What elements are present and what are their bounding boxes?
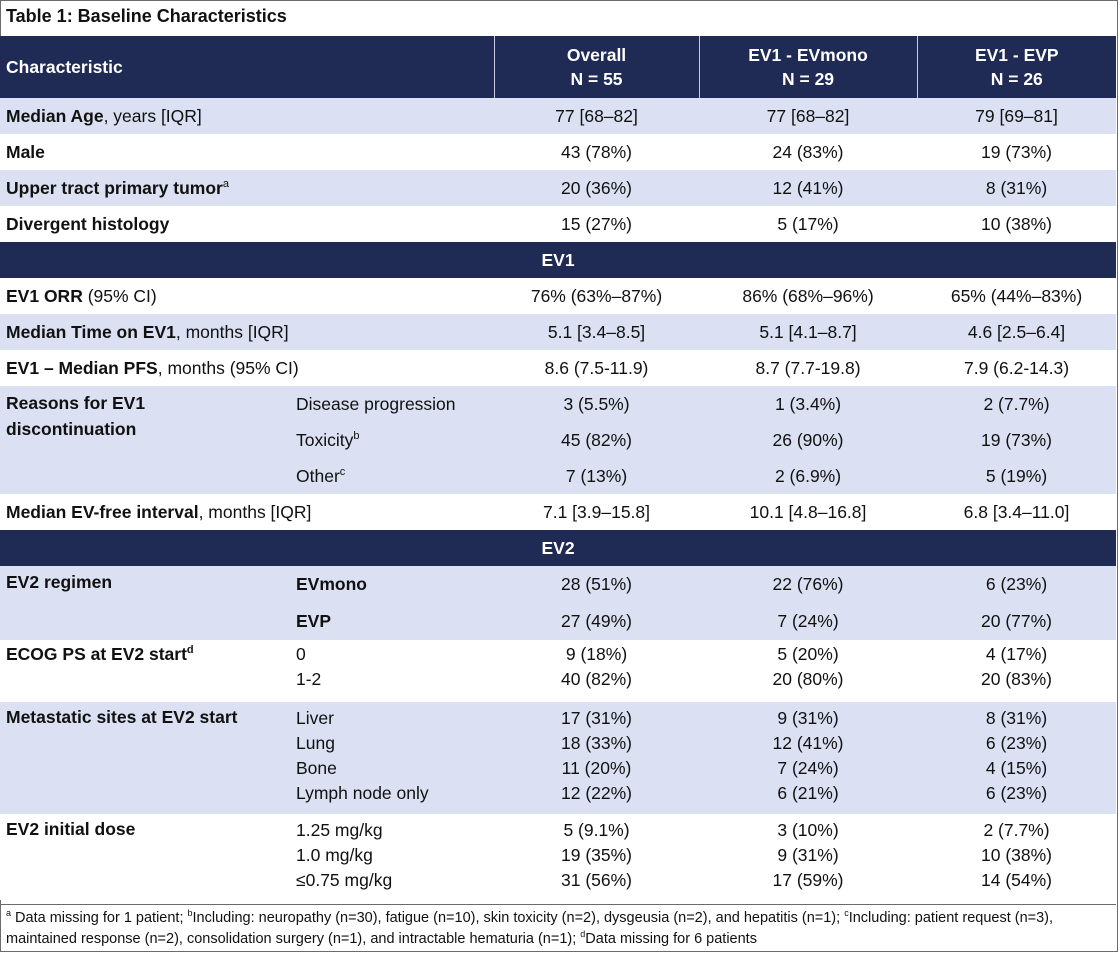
cell-evp: 8 (31%) 6 (23%) 4 (15%) 6 (23%) bbox=[917, 702, 1117, 814]
row-label-dose: EV2 initial dose bbox=[0, 814, 290, 900]
cell-overall: 17 (31%) 18 (33%) 11 (20%) 12 (22%) bbox=[494, 702, 700, 814]
cell-evp: 19 (73%) bbox=[917, 134, 1117, 170]
cell-evp: 79 [69–81] bbox=[917, 98, 1117, 134]
sub-label-stack: Liver Lung Bone Lymph node only bbox=[290, 702, 495, 814]
cell-evmono: 77 [68–82] bbox=[699, 98, 918, 134]
sub-label: EVmono bbox=[290, 566, 495, 603]
cell-evp: 7.9 (6.2-14.3) bbox=[917, 350, 1117, 386]
row-label-regimen: EV2 regimen bbox=[0, 566, 290, 640]
cell-evmono: 12 (41%) bbox=[699, 170, 918, 206]
row-label-reasons: Reasons for EV1 discontinuation bbox=[0, 386, 290, 494]
cell-overall: 9 (18%) 40 (82%) bbox=[494, 640, 700, 702]
table-row: Divergent histology 15 (27%) 5 (17%) 10 … bbox=[0, 206, 1117, 242]
cell-evmono: 22 (76%) bbox=[699, 566, 918, 603]
cell-evmono: 2 (6.9%) bbox=[699, 458, 918, 494]
table-row: Median EV-free interval, months [IQR] 7.… bbox=[0, 494, 1117, 530]
cell-overall: 8.6 (7.5-11.9) bbox=[494, 350, 700, 386]
cell-evp: 4 (17%) 20 (83%) bbox=[917, 640, 1117, 702]
row-label: Median Age, years [IQR] bbox=[0, 98, 495, 134]
sub-label-stack: 1.25 mg/kg 1.0 mg/kg ≤0.75 mg/kg bbox=[290, 814, 495, 900]
cell-evp: 20 (77%) bbox=[917, 603, 1117, 640]
table-footnote: a Data missing for 1 patient; bIncluding… bbox=[0, 904, 1116, 952]
row-label: Male bbox=[0, 134, 495, 170]
row-label: Median Time on EV1, months [IQR] bbox=[0, 314, 495, 350]
cell-overall: 45 (82%) bbox=[494, 422, 700, 458]
cell-evp: 6 (23%) bbox=[917, 566, 1117, 603]
row-label: Upper tract primary tumora bbox=[0, 170, 495, 206]
cell-overall: 27 (49%) bbox=[494, 603, 700, 640]
cell-overall: 28 (51%) bbox=[494, 566, 700, 603]
cell-evmono: 10.1 [4.8–16.8] bbox=[699, 494, 918, 530]
row-label: EV1 ORR (95% CI) bbox=[0, 278, 495, 314]
cell-evmono: 86% (68%–96%) bbox=[699, 278, 918, 314]
row-label: Median EV-free interval, months [IQR] bbox=[0, 494, 495, 530]
row-label: Divergent histology bbox=[0, 206, 495, 242]
cell-evp: 19 (73%) bbox=[917, 422, 1117, 458]
cell-evp: 2 (7.7%) 10 (38%) 14 (54%) bbox=[917, 814, 1117, 900]
cell-overall: 5 (9.1%) 19 (35%) 31 (56%) bbox=[494, 814, 700, 900]
table-row: Male 43 (78%) 24 (83%) 19 (73%) bbox=[0, 134, 1117, 170]
section-ev1: EV1 bbox=[0, 242, 1117, 278]
cell-overall: 3 (5.5%) bbox=[494, 386, 700, 422]
cell-overall: 76% (63%–87%) bbox=[494, 278, 700, 314]
cell-evp: 8 (31%) bbox=[917, 170, 1117, 206]
cell-overall: 43 (78%) bbox=[494, 134, 700, 170]
table-row: ECOG PS at EV2 startd 0 1-2 9 (18%) 40 (82… bbox=[0, 640, 1117, 702]
cell-overall: 5.1 [3.4–8.5] bbox=[494, 314, 700, 350]
cell-evmono: 8.7 (7.7-19.8) bbox=[699, 350, 918, 386]
section-ev2: EV2 bbox=[0, 530, 1117, 566]
table-row: Toxicityb 45 (82%) 26 (90%) 19 (73%) bbox=[0, 422, 1117, 458]
cell-evp: 10 (38%) bbox=[917, 206, 1117, 242]
cell-evp: 6.8 [3.4–11.0] bbox=[917, 494, 1117, 530]
cell-overall: 20 (36%) bbox=[494, 170, 700, 206]
table-row: EV2 regimen EVmono 28 (51%) 22 (76%) 6 (… bbox=[0, 566, 1117, 640]
cell-evmono: 9 (31%) 12 (41%) 7 (24%) 6 (21%) bbox=[699, 702, 918, 814]
table-title: Table 1: Baseline Characteristics bbox=[6, 6, 287, 26]
sub-label: EVP bbox=[290, 603, 495, 640]
header-characteristic: Characteristic bbox=[0, 36, 495, 98]
cell-evmono: 5 (20%) 20 (80%) bbox=[699, 640, 918, 702]
cell-evp: 65% (44%–83%) bbox=[917, 278, 1117, 314]
header-evp: EV1 - EVP N = 26 bbox=[917, 36, 1117, 98]
baseline-table: Characteristic Overall N = 55 EV1 - EVmon… bbox=[0, 36, 1117, 900]
cell-evp: 4.6 [2.5–6.4] bbox=[917, 314, 1117, 350]
cell-evmono: 3 (10%) 9 (31%) 17 (59%) bbox=[699, 814, 918, 900]
cell-overall: 77 [68–82] bbox=[494, 98, 700, 134]
table-row: Upper tract primary tumora 20 (36%) 12 (… bbox=[0, 170, 1117, 206]
cell-evp: 5 (19%) bbox=[917, 458, 1117, 494]
cell-evmono: 5.1 [4.1–8.7] bbox=[699, 314, 918, 350]
table-row: Reasons for EV1 discontinuation Disease p… bbox=[0, 386, 1117, 494]
table-row: EVP 27 (49%) 7 (24%) 20 (77%) bbox=[0, 603, 1117, 640]
table-row: EV1 – Median PFS, months (95% CI) 8.6 (7… bbox=[0, 350, 1117, 386]
table-row: EV2 initial dose 1.25 mg/kg 1.0 mg/kg ≤0.7… bbox=[0, 814, 1117, 900]
header-evmono: EV1 - EVmono N = 29 bbox=[699, 36, 918, 98]
row-label: EV1 – Median PFS, months (95% CI) bbox=[0, 350, 495, 386]
table-row: Median Time on EV1, months [IQR] 5.1 [3.… bbox=[0, 314, 1117, 350]
cell-evmono: 7 (24%) bbox=[699, 603, 918, 640]
sub-label: Toxicityb bbox=[290, 422, 495, 458]
table-row: EV1 ORR (95% CI) 76% (63%–87%) 86% (68%–… bbox=[0, 278, 1117, 314]
sub-label-stack: 0 1-2 bbox=[290, 640, 495, 702]
row-label-ecog: ECOG PS at EV2 startd bbox=[0, 640, 290, 702]
row-label-metastatic: Metastatic sites at EV2 start bbox=[0, 702, 290, 814]
table-row: Metastatic sites at EV2 start Liver Lung B… bbox=[0, 702, 1117, 814]
sub-label: Disease progression bbox=[290, 386, 495, 422]
table-row: Otherc 7 (13%) 2 (6.9%) 5 (19%) bbox=[0, 458, 1117, 494]
cell-evmono: 5 (17%) bbox=[699, 206, 918, 242]
cell-overall: 15 (27%) bbox=[494, 206, 700, 242]
cell-overall: 7 (13%) bbox=[494, 458, 700, 494]
cell-evp: 2 (7.7%) bbox=[917, 386, 1117, 422]
cell-evmono: 24 (83%) bbox=[699, 134, 918, 170]
cell-evmono: 26 (90%) bbox=[699, 422, 918, 458]
cell-evmono: 1 (3.4%) bbox=[699, 386, 918, 422]
cell-overall: 7.1 [3.9–15.8] bbox=[494, 494, 700, 530]
header-overall: Overall N = 55 bbox=[494, 36, 700, 98]
sub-label: Otherc bbox=[290, 458, 495, 494]
header-row: Characteristic Overall N = 55 EV1 - EVmon… bbox=[0, 36, 1117, 98]
table-row: Median Age, years [IQR] 77 [68–82] 77 [6… bbox=[0, 98, 1117, 134]
